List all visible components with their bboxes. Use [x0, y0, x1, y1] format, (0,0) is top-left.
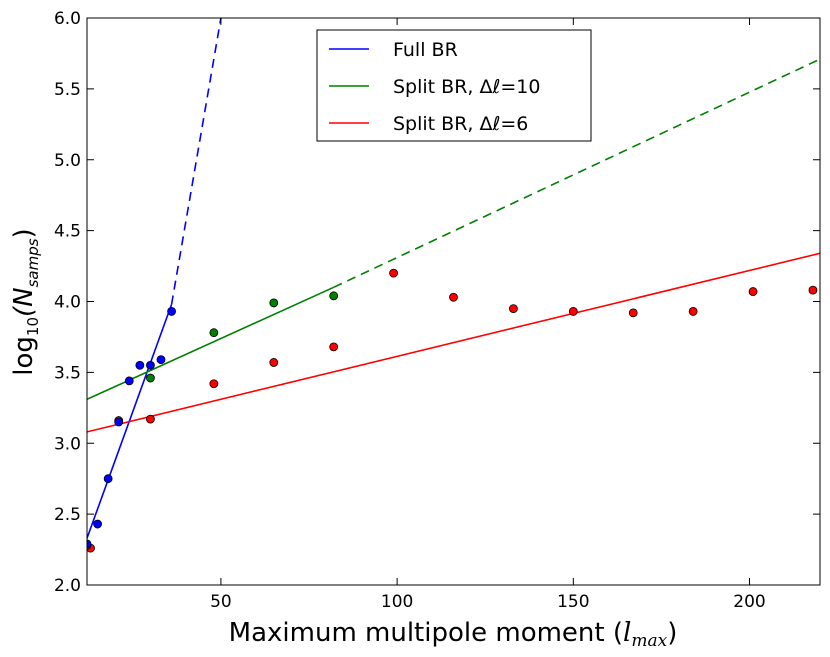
data-point-s0-2 [103, 474, 113, 484]
data-point-s2-11 [688, 307, 698, 316]
y-axis-label: log10(Nsamps) [9, 228, 42, 375]
y-tick-label-2: 3.0 [54, 434, 81, 454]
y-tick-label-1: 2.5 [54, 505, 81, 525]
y-axis-label-sub: samps [24, 238, 42, 287]
data-point-s2-7 [449, 292, 458, 302]
x-axis-label-text: Maximum multipole moment ( [229, 618, 623, 648]
legend-label-0: Full BR [393, 39, 458, 61]
x-axis-label: Maximum multipole moment (lmax) [229, 618, 678, 651]
data-point-s2-9 [568, 307, 578, 316]
legend: Full BR Split BR, Δℓ=10 Split BR, Δℓ=6 [316, 29, 592, 142]
x-tick-label-2: 150 [557, 592, 589, 612]
data-point-s1-2 [209, 328, 219, 338]
data-point-s0-4 [124, 376, 134, 386]
data-point-s1-3 [269, 298, 279, 308]
ticks-layer: 50 100 150 200 2.0 2.5 3.0 3.5 4.0 4.5 5.0 5.5 6.0 [54, 9, 820, 612]
data-point-s2-4 [269, 358, 279, 367]
x-axis-label-var: l [623, 618, 631, 648]
data-point-s2-6 [389, 268, 398, 278]
data-point-s2-10 [628, 308, 638, 318]
legend-label-2: Split BR, Δℓ=6 [393, 113, 528, 135]
data-point-s0-6 [146, 360, 155, 370]
x-axis-label-sub: max [631, 631, 667, 651]
y-tick-label-6: 5.0 [54, 151, 81, 171]
data-point-s0-7 [156, 355, 166, 365]
x-tick-label-3: 200 [733, 592, 765, 612]
x-tick-label-1: 100 [381, 592, 413, 612]
y-tick-label-5: 4.5 [54, 222, 81, 242]
y-axis-label-close: ) [9, 228, 39, 238]
data-point-s2-8 [509, 304, 518, 313]
x-tick-label-0: 50 [210, 592, 232, 612]
data-point-s0-1 [93, 519, 102, 529]
x-axis-label-close: ) [667, 618, 677, 648]
y-axis-label-var: (N [9, 287, 39, 317]
y-axis-label-base: 10 [24, 317, 42, 336]
fit-line-dashed-0 [170, 18, 222, 305]
data-point-s0-3 [114, 417, 124, 427]
data-point-s2-3 [209, 379, 219, 389]
y-tick-label-3: 3.5 [54, 363, 81, 383]
data-point-s0-5 [135, 360, 145, 370]
legend-label-1: Split BR, Δℓ=10 [393, 76, 540, 98]
y-axis-label-prefix: log [9, 336, 39, 376]
data-point-s2-12 [748, 287, 758, 296]
data-point-s0-0 [87, 539, 92, 549]
data-point-s2-13 [808, 285, 818, 295]
data-layer [87, 18, 820, 553]
data-point-s2-2 [146, 414, 155, 424]
data-point-s2-5 [329, 342, 339, 352]
fit-line-solid-2 [87, 252, 820, 433]
data-point-s1-4 [329, 291, 339, 301]
y-tick-label-7: 5.5 [54, 80, 81, 100]
y-tick-label-4: 4.0 [54, 293, 81, 313]
y-tick-label-8: 6.0 [54, 9, 81, 29]
data-point-s0-8 [167, 307, 176, 316]
data-point-s1-1 [146, 373, 155, 383]
y-tick-label-0: 2.0 [54, 576, 81, 596]
